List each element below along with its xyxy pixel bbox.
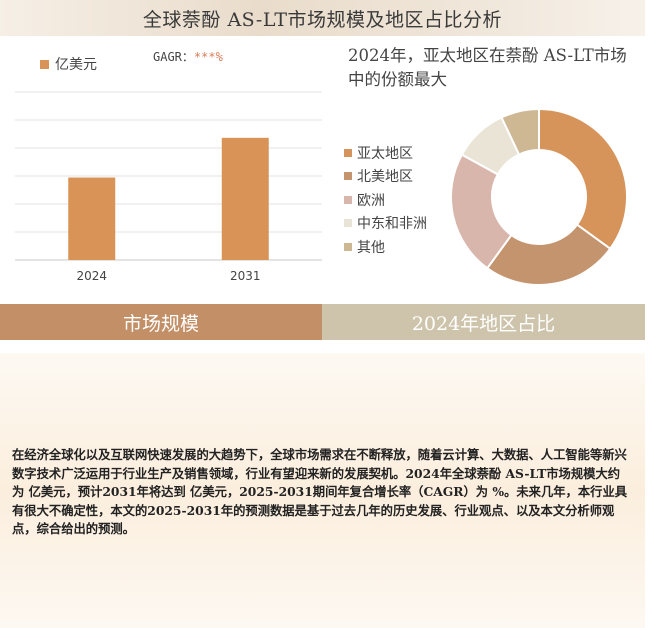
legend-item: 中东和非洲 xyxy=(344,212,427,236)
legend-label: 亚太地区 xyxy=(357,145,413,162)
cagr-label: GAGR：***% xyxy=(153,48,223,65)
legend-swatch xyxy=(344,148,352,157)
bar-legend: 亿美元 xyxy=(40,54,97,74)
legend-swatch xyxy=(344,219,352,228)
legend-item: 欧洲 xyxy=(344,188,427,212)
donut-slice-0 xyxy=(538,107,628,251)
legend-item: 北美地区 xyxy=(344,165,427,189)
legend-item: 其他 xyxy=(344,235,427,259)
legend-label: 欧洲 xyxy=(357,192,385,209)
legend-label: 中东和非洲 xyxy=(357,216,427,233)
donut-chart xyxy=(450,107,628,286)
x-tick-label: 2024 xyxy=(76,269,107,283)
cagr-prefix: GAGR： xyxy=(153,50,194,64)
legend-label: 北美地区 xyxy=(357,169,413,186)
bar-2024 xyxy=(68,177,116,260)
bar-legend-label: 亿美元 xyxy=(55,57,97,73)
tab-region-share[interactable]: 2024年地区占比 xyxy=(322,304,645,340)
legend-swatch xyxy=(344,195,352,204)
donut-legend: 亚太地区北美地区欧洲中东和非洲其他 xyxy=(344,141,427,259)
legend-swatch xyxy=(344,242,352,251)
donut-slice-4 xyxy=(500,107,540,156)
tab-market-size[interactable]: 市场规模 xyxy=(0,304,322,340)
bar-legend-swatch xyxy=(40,59,49,69)
legend-item: 亚太地区 xyxy=(344,141,427,165)
bar-chart: 2024 2031 xyxy=(15,91,322,283)
cagr-value: ***% xyxy=(193,50,223,64)
legend-swatch xyxy=(344,172,352,181)
bar-2031 xyxy=(221,137,269,260)
market-size-chart-panel: 亿美元 GAGR：***% 2024 2031 xyxy=(0,36,322,304)
description-text: 在经济全球化以及互联网快速发展的大趋势下，全球市场需求在不断释放，随着云计算、大… xyxy=(12,447,628,536)
donut-chart-title: 2024年，亚太地区在萘酚 AS-LT市场中的份额最大 xyxy=(348,46,627,89)
x-tick-label: 2031 xyxy=(230,269,261,283)
description-panel: 在经济全球化以及互联网快速发展的大趋势下，全球市场需求在不断释放，随着云计算、大… xyxy=(0,353,645,628)
donut-slice-1 xyxy=(485,223,612,286)
donut-slice-2 xyxy=(450,153,513,270)
region-share-chart-panel: 2024年，亚太地区在萘酚 AS-LT市场中的份额最大 亚太地区北美地区欧洲中东… xyxy=(322,36,645,304)
legend-label: 其他 xyxy=(357,239,385,256)
page-title: 全球萘酚 AS-LT市场规模及地区占比分析 xyxy=(0,0,645,36)
